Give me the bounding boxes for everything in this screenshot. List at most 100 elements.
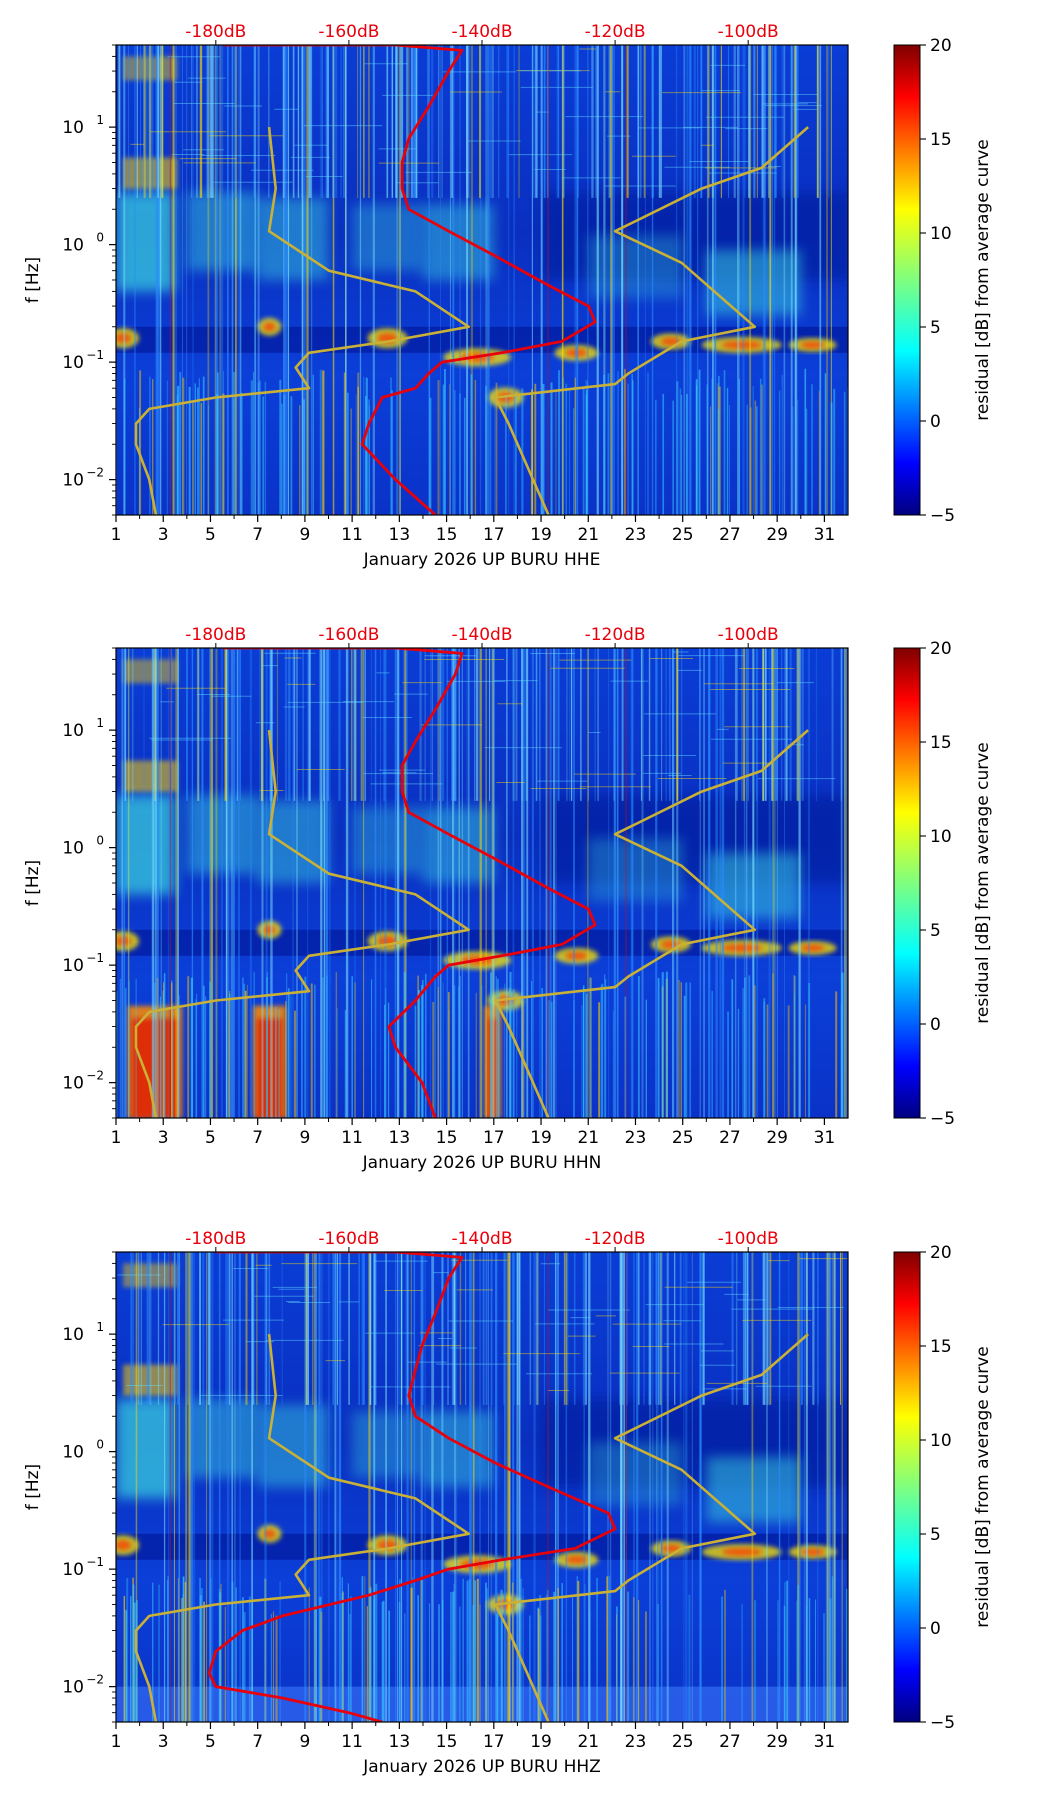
colorbar-tick-label: 0 (930, 412, 941, 432)
x-tick-label: 13 (389, 1732, 411, 1752)
y-tick-base: 10 (62, 1325, 84, 1345)
y-tick-label: 10 (62, 471, 84, 491)
x-tick-label: 21 (577, 525, 599, 545)
x-tick-label: 5 (205, 1128, 216, 1148)
low-noise-model-curve (134, 1333, 471, 1722)
energy-patch (186, 795, 258, 874)
y-tick-exponent: 1 (96, 113, 104, 127)
colorbar-tick-label: 0 (930, 1015, 941, 1035)
average-psd-curve (207, 1252, 617, 1722)
x-tick-label: 13 (389, 525, 411, 545)
x-tick-label: 3 (158, 1732, 169, 1752)
energy-patch (257, 800, 329, 883)
hf-patch (123, 659, 178, 684)
db-tick-label: -100dB (718, 22, 779, 42)
x-tick-label: 17 (483, 1128, 505, 1148)
storm-blob-core (721, 1547, 762, 1556)
y-axis-label: f [Hz] (23, 257, 43, 303)
x-tick-label: 29 (766, 525, 788, 545)
x-tick-label: 15 (436, 525, 458, 545)
db-tick-label: -180dB (185, 625, 246, 645)
x-tick-label: 7 (252, 1732, 263, 1752)
energy-patch (352, 204, 423, 271)
storm-blob-core (116, 333, 132, 344)
db-tick-label: -140dB (451, 22, 512, 42)
db-tick-label: -180dB (185, 1229, 246, 1249)
storm-blob-core (800, 944, 825, 952)
colorbar-tick-label: 5 (930, 921, 941, 941)
storm-blob-core (565, 951, 588, 960)
y-tick-exponent: 0 (96, 231, 104, 245)
lf-band (116, 1686, 848, 1722)
colorbar-tick-label: 20 (930, 36, 952, 56)
heatmap-image (116, 45, 848, 515)
y-tick-label: 10 (62, 839, 84, 859)
storm-blob-core (263, 322, 276, 332)
y-tick-label: 10 (62, 353, 84, 373)
storm-blob-core (263, 925, 276, 935)
hf-patch (123, 1263, 178, 1288)
storm-blob-core (116, 1540, 132, 1551)
storm-blob-core (721, 340, 762, 349)
y-tick-label: 10 (62, 1074, 84, 1094)
x-tick-label: 15 (436, 1732, 458, 1752)
energy-patch (116, 1399, 176, 1499)
storm-blob-core (800, 341, 825, 349)
energy-patch (352, 1411, 423, 1478)
colorbar-tick-label: −5 (930, 1109, 955, 1129)
x-axis-label: January 2026 UP BURU HHZ (362, 1757, 601, 1777)
x-tick-label: 15 (436, 1128, 458, 1148)
x-tick-label: 9 (299, 1128, 310, 1148)
db-tick-label: -120dB (585, 1229, 646, 1249)
energy-patch (257, 1404, 329, 1487)
y-tick-base: 10 (62, 956, 84, 976)
x-tick-label: 3 (158, 1128, 169, 1148)
y-tick-base: 10 (62, 118, 84, 138)
colorbar-tick-label: 10 (930, 1431, 952, 1451)
x-tick-label: 11 (341, 525, 363, 545)
y-tick-exponent: −1 (86, 348, 104, 362)
colorbar-tick-label: 15 (930, 130, 952, 150)
colorbar-tick-label: 5 (930, 1525, 941, 1545)
energy-patch (257, 197, 329, 280)
y-tick-base: 10 (62, 471, 84, 491)
colorbar-label: residual [dB] from average curve (973, 1346, 993, 1627)
colorbar: −5 0 5 10 15 20 residual [dB] from average cur… (893, 1243, 993, 1733)
energy-patch (588, 838, 683, 902)
db-tick-label: -100dB (718, 1229, 779, 1249)
db-tick-label: -160dB (318, 22, 379, 42)
x-tick-label: 1 (111, 1732, 122, 1752)
x-axis-label: January 2026 UP BURU HHN (362, 1153, 602, 1173)
storm-blob-core (721, 943, 762, 952)
x-tick-label: 7 (252, 525, 263, 545)
x-tick-label: 17 (483, 1732, 505, 1752)
energy-patch (588, 1442, 683, 1506)
y-tick-exponent: −1 (86, 1555, 104, 1569)
x-tick-label: 19 (530, 1128, 552, 1148)
energy-patch (186, 192, 258, 271)
energy-patch (116, 795, 176, 895)
storm-blob-core (263, 1529, 276, 1539)
x-tick-label: 9 (299, 525, 310, 545)
y-tick-exponent: 1 (96, 1320, 104, 1334)
x-tick-label: 5 (205, 525, 216, 545)
low-noise-model-curve (134, 729, 471, 1118)
y-tick-base: 10 (62, 839, 84, 859)
high-noise-model-curve (493, 1333, 809, 1722)
y-tick-label: 10 (62, 236, 84, 256)
x-tick-label: 11 (341, 1732, 363, 1752)
x-tick-label: 23 (625, 1128, 647, 1148)
colorbar-gradient (893, 1251, 921, 1723)
colorbar-tick-label: 10 (930, 827, 952, 847)
y-tick-label: 10 (62, 1678, 84, 1698)
x-tick-label: 19 (530, 525, 552, 545)
y-tick-label: 10 (62, 721, 84, 741)
x-tick-label: 5 (205, 1732, 216, 1752)
x-axis-label: January 2026 UP BURU HHE (363, 550, 601, 570)
heatmap-image (116, 1252, 848, 1722)
energy-patch (422, 807, 494, 883)
x-tick-label: 21 (577, 1128, 599, 1148)
